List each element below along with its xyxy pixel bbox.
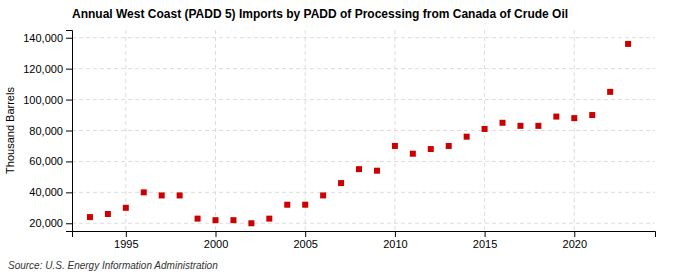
grid-line	[72, 130, 655, 131]
tick: 120,000	[23, 63, 72, 75]
tick-mark	[66, 192, 72, 193]
grid-line	[394, 30, 395, 231]
tick: 60,000	[29, 155, 72, 167]
point	[482, 126, 488, 132]
point	[302, 202, 308, 208]
tick-label: 100,000	[23, 94, 63, 106]
point	[248, 220, 254, 226]
tick: 40,000	[29, 186, 72, 198]
point	[410, 151, 416, 157]
point	[589, 112, 595, 118]
tick-mark	[216, 231, 217, 237]
tick-label: 2010	[383, 238, 407, 250]
plot-area: 1995 2000 2005 2010 2015 2020 20,000 40,000 60,0…	[23, 30, 655, 250]
tick-label: 40,000	[29, 186, 63, 198]
point	[374, 168, 380, 174]
tick-mark	[574, 231, 575, 237]
point	[195, 216, 201, 222]
tick-label: 80,000	[29, 125, 63, 137]
point	[446, 143, 452, 149]
grid-line	[72, 68, 655, 69]
point	[607, 89, 613, 95]
point	[428, 146, 434, 152]
tick-mark	[305, 231, 306, 237]
tick-mark	[66, 69, 72, 70]
tick: 1995	[114, 231, 138, 250]
grid-line	[72, 37, 655, 38]
tick-label: 120,000	[23, 63, 63, 75]
tick: 2020	[563, 231, 587, 250]
point	[392, 143, 398, 149]
point	[625, 41, 631, 47]
point	[356, 166, 362, 172]
point	[338, 180, 344, 186]
tick-mark	[485, 231, 486, 237]
tick-mark	[66, 38, 72, 39]
tick: 2010	[383, 231, 407, 250]
tick-mark	[395, 231, 396, 237]
tick-label: 2020	[563, 238, 587, 250]
tick-mark	[66, 161, 72, 162]
tick-mark	[66, 223, 72, 224]
axis-line	[66, 31, 73, 232]
point	[284, 202, 290, 208]
point	[177, 192, 183, 198]
grid-line	[305, 30, 306, 231]
grid-line	[72, 161, 655, 162]
tick-mark	[66, 131, 72, 132]
point	[213, 217, 219, 223]
tick: 2000	[204, 231, 228, 250]
tick-mark	[66, 100, 72, 101]
tick-label: 20,000	[29, 217, 63, 229]
tick: 100,000	[23, 94, 72, 106]
tick: 140,000	[23, 32, 72, 44]
tick-label: 2015	[473, 238, 497, 250]
tick: 2015	[473, 231, 497, 250]
point	[105, 211, 111, 217]
point	[159, 192, 165, 198]
grid-line	[125, 30, 126, 231]
x-axis: 1995 2000 2005 2010 2015 2020	[73, 231, 656, 250]
point	[500, 120, 506, 126]
tick: 80,000	[29, 125, 72, 137]
y-axis: 20,000 40,000 60,000 80,000 100,000 120,000 14…	[23, 31, 72, 232]
axis-line	[73, 232, 656, 238]
point	[517, 123, 523, 129]
point	[571, 115, 577, 121]
tick-mark	[126, 231, 127, 237]
grid-line	[72, 223, 655, 224]
points	[87, 41, 631, 226]
point	[320, 192, 326, 198]
point	[230, 217, 236, 223]
tick-label: 60,000	[29, 155, 63, 167]
point	[123, 205, 129, 211]
chart: 1995 2000 2005 2010 2015 2020 20,000 40,000 60,0…	[0, 0, 675, 275]
annotation: Source: U.S. Energy Information Administ…	[8, 260, 218, 271]
point	[87, 214, 93, 220]
point	[535, 123, 541, 129]
grid	[72, 30, 655, 231]
point	[266, 216, 272, 222]
y-axis-label: Thousand Barrels	[4, 87, 16, 174]
tick-label: 140,000	[23, 32, 63, 44]
title: Annual West Coast (PADD 5) Imports by PA…	[72, 7, 568, 21]
point	[464, 134, 470, 140]
grid-line	[72, 99, 655, 100]
tick: 20,000	[29, 217, 72, 229]
grid-line	[574, 30, 575, 231]
point	[553, 114, 559, 120]
tick: 2005	[293, 231, 317, 250]
tick-label: 1995	[114, 238, 138, 250]
point	[141, 189, 147, 195]
tick-label: 2005	[293, 238, 317, 250]
tick-label: 2000	[204, 238, 228, 250]
grid-line	[215, 30, 216, 231]
